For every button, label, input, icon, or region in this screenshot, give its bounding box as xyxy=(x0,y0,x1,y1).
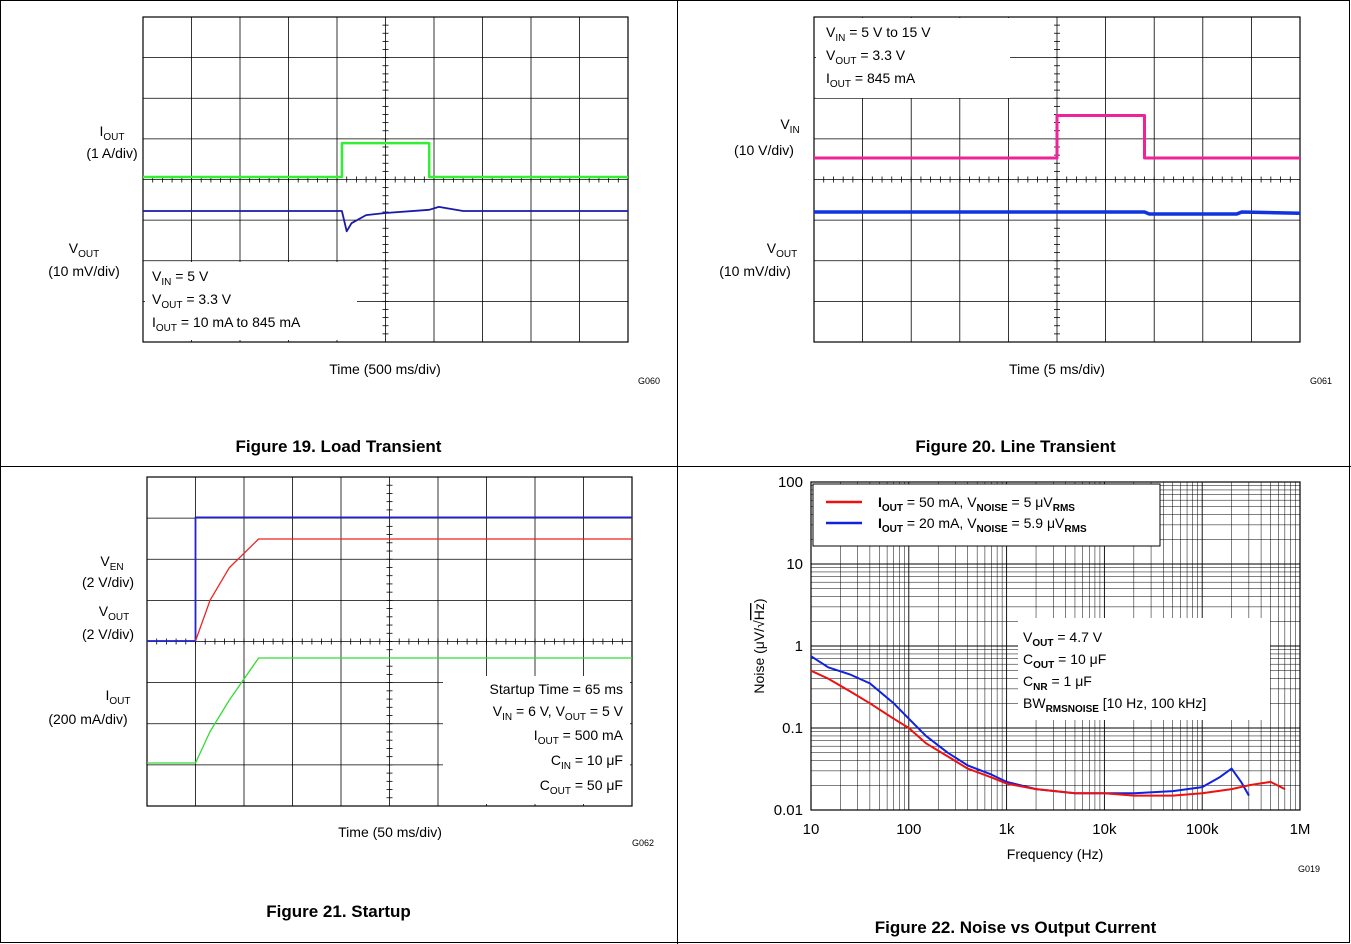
fig19-code: G060 xyxy=(638,376,660,386)
fig21-ch3-unit: (200 mA/div) xyxy=(48,711,127,727)
fig20-cond-2: IOUT​ = 845 mA xyxy=(826,70,916,90)
fig21-ch2-unit: (2 V/div) xyxy=(82,626,134,642)
fig21-ch2-label: VOUT​ xyxy=(99,603,129,623)
fig20-code: G061 xyxy=(1310,376,1332,386)
fig21-code: G062 xyxy=(632,838,654,848)
fig22-legend-label-1: IOUT​ = 20 mA, VNOISE​ = 5.9 μVRMS​ xyxy=(878,515,1087,535)
fig21-iout-trace xyxy=(147,657,632,764)
fig21-ch1-unit: (2 V/div) xyxy=(82,574,134,590)
fig19-caption: Figure 19. Load Transient xyxy=(235,437,442,456)
fig21-caption: Figure 21. Startup xyxy=(266,902,411,921)
fig19-ch1-unit: (1 A/div) xyxy=(86,145,137,161)
fig21-xlabel: Time (50 ms/div) xyxy=(338,824,442,840)
fig22-xtick-label: 1k xyxy=(999,821,1015,838)
fig19-cond-1: VOUT​ = 3.3 V xyxy=(152,291,232,311)
fig22-xlabel: Frequency (Hz) xyxy=(1007,846,1103,862)
fig22-xtick-label: 10 xyxy=(803,821,820,838)
fig21-ch3-label: IOUT​ xyxy=(106,687,131,707)
fig20-vin-trace xyxy=(814,114,1300,160)
fig20-plot-border xyxy=(813,16,1301,343)
fig22-xtick-label: 100 xyxy=(896,821,921,838)
fig22-ytick-label: 0.01 xyxy=(774,802,803,819)
fig20-vout-trace xyxy=(814,210,1301,216)
fig21-cond-1: VIN​ = 6 V, VOUT​ = 5 V xyxy=(493,703,624,723)
fig22-cond-1: COUT​ = 10 μF xyxy=(1023,651,1106,671)
fig22-series-50ma xyxy=(810,669,1286,797)
fig20-cond-0: VIN​ = 5 V to 15 V xyxy=(826,24,931,44)
fig21-cond-box xyxy=(443,676,630,804)
panel-divider-horizontal xyxy=(0,466,1351,467)
fig19-iout-trace xyxy=(143,141,628,179)
fig22-series-20ma xyxy=(810,655,1250,797)
fig22-ytick-label: 0.1 xyxy=(782,720,803,737)
fig22-xtick-label: 100k xyxy=(1186,821,1219,838)
fig19-vout-trace xyxy=(143,205,628,233)
fig22-ylabel: Noise (μV/√Hz) xyxy=(751,598,767,693)
fig22-xtick-label: 10k xyxy=(1092,821,1117,838)
fig20-ch2-unit: (10 mV/div) xyxy=(719,263,791,279)
fig19-xlabel: Time (500 ms/div) xyxy=(329,361,441,377)
fig21-cond-2: IOUT​ = 500 mA xyxy=(534,727,624,747)
fig20-ch2-label: VOUT​ xyxy=(767,240,797,260)
fig20-cond-box xyxy=(816,18,1010,98)
fig22-code: G019 xyxy=(1298,864,1320,874)
fig22-ytick-label: 100 xyxy=(778,474,803,491)
fig21-cond-0: Startup Time = 65 ms xyxy=(490,681,623,697)
fig22-legend-box xyxy=(813,484,1160,546)
fig22-plot-border xyxy=(810,481,1301,811)
fig21-vout-trace xyxy=(194,538,632,642)
fig19-cond-box xyxy=(145,262,357,340)
fig22-xtick-label: 1M xyxy=(1290,821,1311,838)
fig22-legend-border xyxy=(812,483,1161,547)
fig19-grid xyxy=(142,16,629,343)
fig22-ytick-label: 1 xyxy=(795,638,803,655)
fig19-cond-2: IOUT​ = 10 mA to 845 mA xyxy=(152,314,301,334)
fig22-caption: Figure 22. Noise vs Output Current xyxy=(874,918,1157,937)
fig19-ch2-unit: (10 mV/div) xyxy=(48,263,120,279)
fig21-cond-3: CIN​ = 10 μF xyxy=(551,752,623,772)
fig19-plot-border xyxy=(142,16,629,343)
fig19-cond-0: VIN​ = 5 V xyxy=(152,268,209,288)
panel-divider-vertical xyxy=(677,0,678,944)
fig19-ch2-label: VOUT​ xyxy=(69,240,99,260)
fig20-ch1-unit: (10 V/div) xyxy=(734,142,794,158)
fig21-ch1-label: VEN​ xyxy=(100,553,123,573)
fig22-legend-label-0: IOUT​ = 50 mA, VNOISE​ = 5 μVRMS​ xyxy=(878,494,1075,514)
fig22-cond-3: BWRMSNOISE​ [10 Hz, 100 kHz] xyxy=(1023,695,1206,715)
fig22-cond-box xyxy=(1018,618,1270,720)
fig22-cond-2: CNR​ = 1 μF xyxy=(1023,673,1092,693)
fig20-xlabel: Time (5 ms/div) xyxy=(1009,361,1105,377)
fig20-ch1-label: VIN​ xyxy=(780,116,799,136)
fig21-ven-trace xyxy=(147,516,632,642)
fig22-cond-0: VOUT​ = 4.7 V xyxy=(1023,629,1103,649)
fig22-ytick-label: 10 xyxy=(786,556,803,573)
fig21-cond-4: COUT​ = 50 μF xyxy=(540,777,623,797)
fig20-cond-1: VOUT​ = 3.3 V xyxy=(826,47,906,67)
fig20-caption: Figure 20. Line Transient xyxy=(915,437,1116,456)
fig19-ch1-label: IOUT​ xyxy=(100,123,125,143)
